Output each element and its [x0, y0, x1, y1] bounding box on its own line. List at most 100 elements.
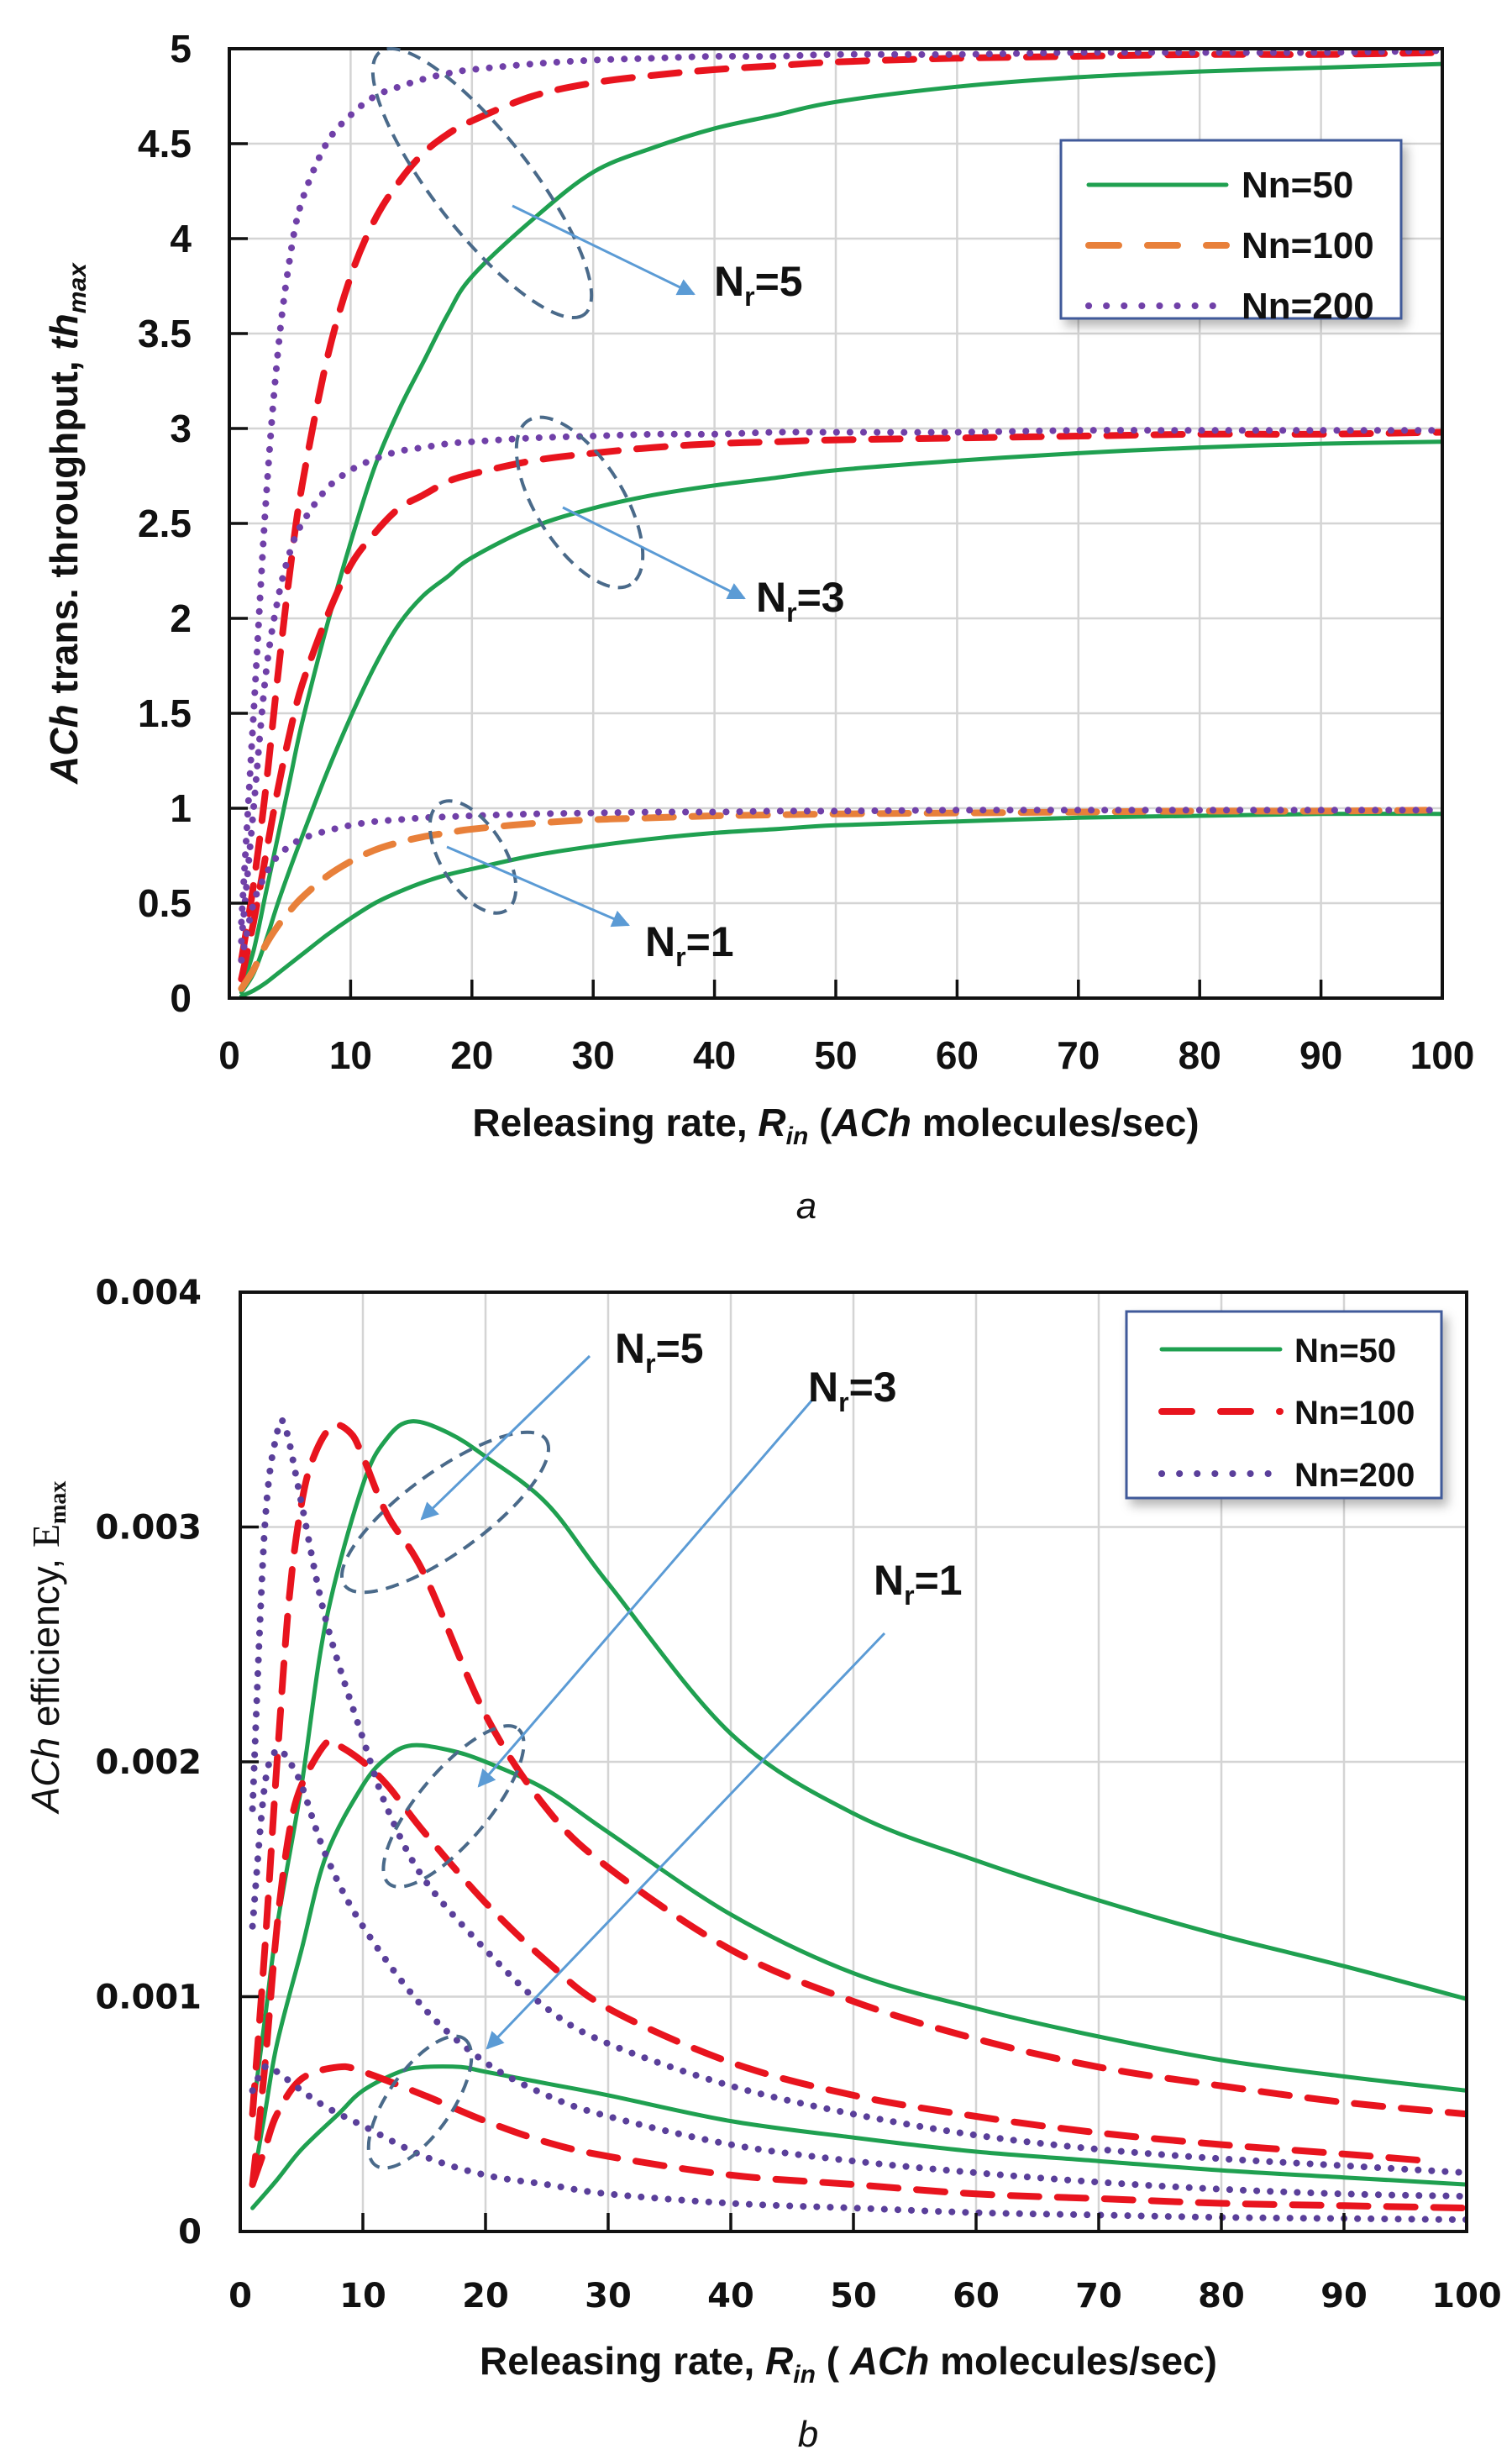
x-label-rest: molecules/sec)	[929, 2339, 1217, 2383]
y-label-italic: ACh	[42, 704, 86, 785]
chart-b-x-axis-label: Releasing rate, Rin ( ACh molecules/sec)	[480, 2339, 1217, 2389]
x-tick-label: 80	[1179, 1033, 1221, 1077]
series-line-nn-50-nr-3	[239, 439, 1442, 995]
chart-a-caption: a	[796, 1185, 816, 1227]
chart-b-y-tick-labels: 0 0.001 0.002 0.003 0.004	[95, 1274, 202, 2252]
chart-b-annotation-nr3: Nr=3	[381, 1364, 897, 1889]
series-line-nn-100-nr-3	[238, 428, 1442, 983]
legend-label: Nn=50	[1242, 165, 1353, 206]
chart-a-series	[238, 49, 1442, 998]
annotation-label-nr1: Nr=1	[645, 918, 734, 972]
y-label-sub: max	[45, 1481, 71, 1524]
chart-a-annotation-nr1: Nr=1	[428, 799, 734, 972]
annotation-label-nr5: Nr=5	[615, 1325, 704, 1379]
legend-box	[1059, 139, 1403, 320]
y-label-main: trans. throughput,	[42, 350, 86, 705]
x-tick-label: 0	[218, 1033, 240, 1077]
series-line-nn-100-nr-5	[238, 49, 1442, 964]
x-tick-label: 10	[329, 1033, 372, 1077]
annotation-ellipse	[428, 799, 518, 915]
y-label-var: E	[24, 1524, 67, 1548]
x-tick-label: 50	[830, 2277, 877, 2315]
y-tick-label: 2	[170, 597, 192, 640]
series-line-nn-200-nr-1	[249, 2063, 1467, 2223]
x-tick-label: 70	[1057, 1033, 1100, 1077]
y-tick-label: 2.5	[138, 502, 192, 545]
x-tick-label: 60	[936, 1033, 979, 1077]
legend-label: Nn=100	[1294, 1395, 1415, 1432]
annotation-arrow	[446, 845, 630, 928]
x-tick-label: 100	[1410, 1033, 1475, 1077]
x-label-main: Releasing rate,	[480, 2339, 765, 2383]
series-line-nn-50-nr-3	[250, 1742, 1467, 2187]
y-tick-label: 0	[170, 976, 192, 1020]
chart-a-x-tick-labels: 0 10 20 30 40 50 60 70 80 90 100	[218, 1033, 1474, 1077]
y-label-sub: max	[64, 262, 92, 313]
annotation-label-nr1: Nr=1	[874, 1557, 963, 1611]
chart-b-annotation-nr5: Nr=5	[339, 1325, 704, 1595]
legend-items: Nn=50 Nn=100 Nn=200	[1158, 1332, 1415, 1494]
chart-b-series	[249, 1417, 1467, 2223]
chart-a-y-tick-labels: 0 0.5 1 1.5 2 2.5 3 3.5 4 4.5 5	[138, 27, 192, 1020]
y-tick-label: 0.5	[138, 881, 192, 925]
annotation-label-nr3: Nr=3	[756, 574, 845, 628]
annotation-arrow	[512, 204, 696, 296]
y-tick-label: 0	[178, 2213, 202, 2252]
chart-a-throughput: 0 0.5 1 1.5 2 2.5 3 3.5 4 4.5 5 0 10 20 30 40 50 60 70 80 9…	[42, 27, 1474, 1227]
series-line-nn-200-nr-3	[249, 1745, 1467, 2200]
legend-items: Nn=50 Nn=100 Nn=200	[1085, 165, 1374, 327]
x-label-main: Releasing rate,	[472, 1101, 758, 1144]
x-tick-label: 40	[693, 1033, 736, 1077]
x-label-open: (	[808, 1101, 832, 1144]
series-line-nn-200-nr-5	[238, 49, 1442, 926]
x-tick-label: 20	[450, 1033, 493, 1077]
annotation-ellipse	[370, 46, 594, 320]
y-label-italic: ACh	[24, 1737, 67, 1815]
series-line-nn-50-nr-1	[250, 2064, 1467, 2210]
x-tick-label: 40	[707, 2277, 754, 2315]
x-tick-label: 90	[1299, 1033, 1342, 1077]
chart-b-tick-marks	[239, 1290, 1468, 2233]
x-label-open: (	[816, 2339, 850, 2383]
y-tick-label: 3	[170, 407, 192, 450]
chart-b-efficiency: 0 0.001 0.002 0.003 0.004 0 10 20 30 40 50 60 70 80 9…	[24, 1274, 1502, 2455]
x-tick-label: 20	[462, 2277, 509, 2315]
chart-a-gridlines	[229, 49, 1442, 998]
annotation-arrow	[420, 1354, 591, 1521]
annotation-ellipse	[381, 1724, 526, 1889]
x-tick-label: 50	[814, 1033, 857, 1077]
y-tick-label: 0.001	[95, 1979, 202, 2017]
y-tick-label: 5	[170, 27, 192, 71]
x-label-sub: in	[786, 1122, 809, 1150]
y-tick-label: 1.5	[138, 691, 192, 735]
series-line-nn-100-nr-1	[249, 2063, 1467, 2212]
y-label-var: th	[42, 313, 86, 350]
series-line-nn-100-nr-1	[238, 807, 1442, 992]
x-label-var: R	[765, 2339, 793, 2383]
annotation-ellipse	[514, 415, 645, 590]
x-label-italic: ACh	[849, 2339, 930, 2383]
chart-a-annotation-nr5: Nr=5	[370, 46, 803, 320]
chart-b-legend: Nn=50 Nn=100 Nn=200	[1125, 1310, 1443, 1500]
series-line-nn-50-nr-1	[239, 812, 1442, 998]
chart-a-annotation-nr3: Nr=3	[514, 415, 845, 628]
chart-a-x-axis-label: Releasing rate, Rin (ACh molecules/sec)	[472, 1101, 1199, 1150]
y-tick-label: 0.004	[95, 1274, 202, 1312]
x-tick-label: 70	[1075, 2277, 1122, 2315]
legend-label: Nn=200	[1294, 1457, 1415, 1494]
x-tick-label: 10	[339, 2277, 386, 2315]
x-label-rest: molecules/sec)	[911, 1101, 1200, 1144]
series-line-nn-200-nr-5	[249, 1417, 1467, 2177]
x-tick-label: 60	[953, 2277, 1000, 2315]
annotation-label-nr3: Nr=3	[808, 1364, 897, 1417]
legend-label: Nn=200	[1242, 286, 1374, 327]
annotation-arrow	[477, 1398, 815, 1788]
legend-label: Nn=50	[1294, 1332, 1396, 1369]
annotation-ellipse	[366, 2034, 474, 2170]
series-line-nn-200-nr-3	[238, 427, 1442, 945]
chart-b-annotation-nr1: Nr=1	[366, 1557, 963, 2170]
series-line-nn-50-nr-5	[239, 61, 1442, 991]
chart-b-y-axis-label: ACh efficiency, Emax	[24, 1481, 71, 1816]
y-label-main: efficiency,	[24, 1548, 67, 1737]
